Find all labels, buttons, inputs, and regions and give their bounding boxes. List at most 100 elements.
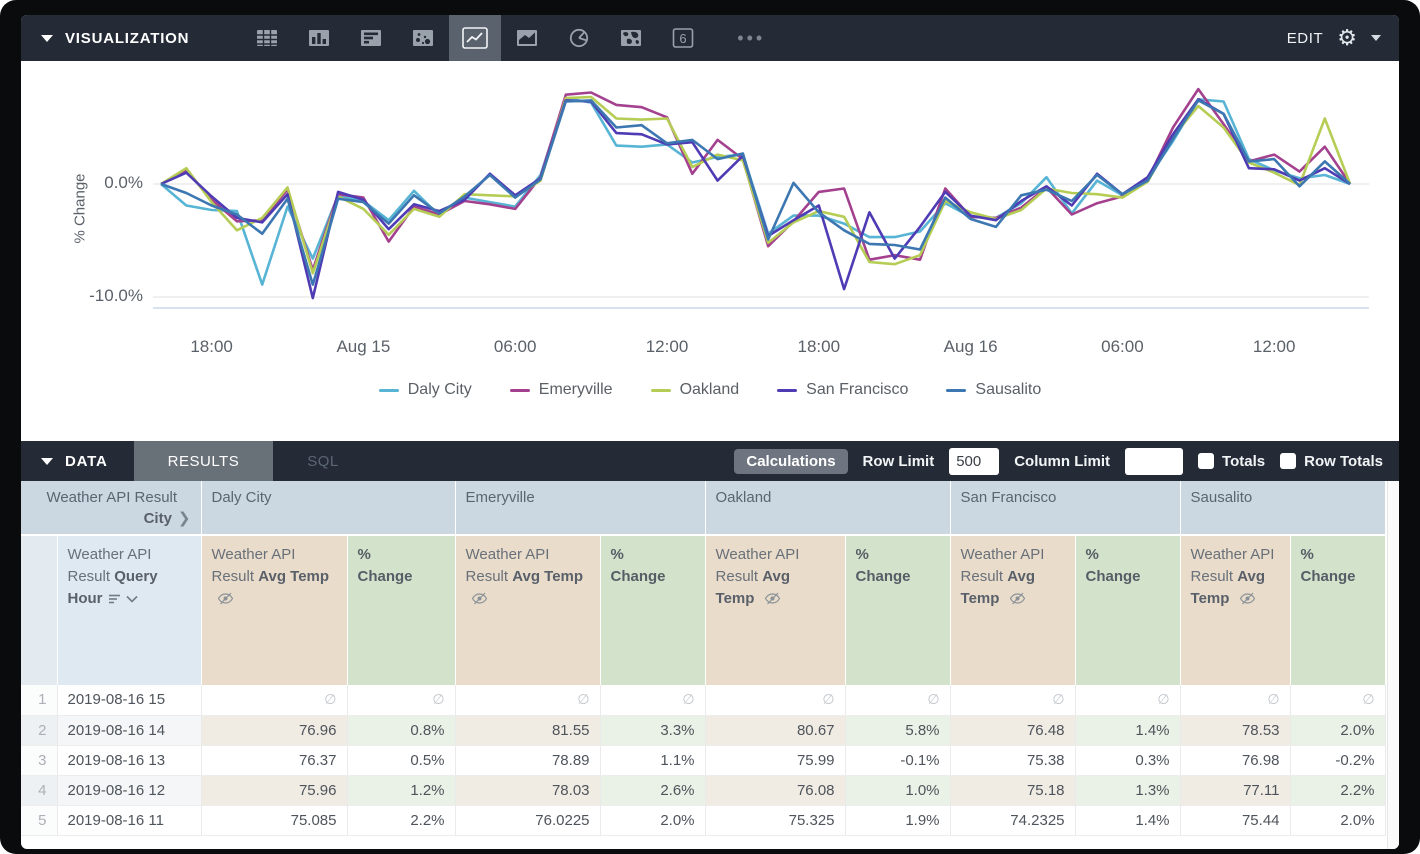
pct-change-cell[interactable]: 0.5% xyxy=(347,745,456,776)
pct-change-cell[interactable]: 2.0% xyxy=(1290,715,1386,746)
pct-change-header-sausalito[interactable]: % Change xyxy=(1290,535,1386,685)
more-viz-types-icon[interactable]: ••• xyxy=(737,27,766,48)
query-hour-cell[interactable]: 2019-08-16 11 xyxy=(57,805,202,836)
pct-change-cell[interactable]: ∅ xyxy=(1075,685,1181,716)
pct-change-cell[interactable]: -0.2% xyxy=(1290,745,1386,776)
pct-change-header-oakland[interactable]: % Change xyxy=(845,535,951,685)
pct-change-cell[interactable]: 2.0% xyxy=(600,805,706,836)
single-value-icon[interactable]: 6 xyxy=(657,15,709,61)
avg-temp-cell[interactable]: 76.48 xyxy=(950,715,1076,746)
avg-temp-cell[interactable]: 76.98 xyxy=(1180,745,1291,776)
avg-temp-cell[interactable]: 78.89 xyxy=(455,745,601,776)
avg-temp-header-sausalito[interactable]: Weather API Result Avg Temp xyxy=(1180,535,1291,685)
line-chart-icon[interactable] xyxy=(449,15,502,61)
totals-checkbox[interactable] xyxy=(1198,453,1215,469)
pct-change-cell[interactable]: 5.8% xyxy=(845,715,951,746)
avg-temp-cell[interactable]: 75.18 xyxy=(950,775,1076,806)
query-hour-cell[interactable]: 2019-08-16 15 xyxy=(57,685,202,716)
gear-dropdown-caret-icon[interactable] xyxy=(1371,35,1381,41)
area-chart-icon[interactable] xyxy=(501,15,553,61)
edit-button[interactable]: EDIT xyxy=(1286,29,1324,47)
avg-temp-cell[interactable]: ∅ xyxy=(950,685,1076,716)
pct-change-cell[interactable]: 0.3% xyxy=(1075,745,1181,776)
pct-change-cell[interactable]: ∅ xyxy=(1290,685,1386,716)
legend-item-san-francisco[interactable]: San Francisco xyxy=(777,381,908,399)
bar-chart-icon[interactable] xyxy=(345,15,397,61)
avg-temp-cell[interactable]: 80.67 xyxy=(705,715,846,746)
avg-temp-cell[interactable]: 75.38 xyxy=(950,745,1076,776)
column-chart-icon[interactable] xyxy=(293,15,345,61)
pct-change-cell[interactable]: 1.9% xyxy=(845,805,951,836)
avg-temp-header-san-francisco[interactable]: Weather API Result Avg Temp xyxy=(950,535,1076,685)
pct-change-cell[interactable]: ∅ xyxy=(347,685,456,716)
query-hour-cell[interactable]: 2019-08-16 12 xyxy=(57,775,202,806)
pivot-group-header-daly-city[interactable]: Daly City xyxy=(201,481,456,536)
avg-temp-cell[interactable]: ∅ xyxy=(455,685,601,716)
legend-item-oakland[interactable]: Oakland xyxy=(650,381,739,399)
avg-temp-cell[interactable]: ∅ xyxy=(201,685,348,716)
tab-sql[interactable]: SQL xyxy=(307,452,339,470)
pct-change-cell[interactable]: -0.1% xyxy=(845,745,951,776)
avg-temp-cell[interactable]: 78.03 xyxy=(455,775,601,806)
avg-temp-cell[interactable]: ∅ xyxy=(705,685,846,716)
avg-temp-header-oakland[interactable]: Weather API Result Avg Temp xyxy=(705,535,846,685)
pivot-group-header-oakland[interactable]: Oakland xyxy=(705,481,951,536)
avg-temp-header-emeryville[interactable]: Weather API Result Avg Temp xyxy=(455,535,601,685)
pct-change-cell[interactable]: 2.2% xyxy=(1290,775,1386,806)
pivot-corner-header[interactable]: Weather API Result City ❯ xyxy=(21,481,202,536)
collapse-visualization-icon[interactable] xyxy=(41,34,53,42)
avg-temp-header-daly-city[interactable]: Weather API Result Avg Temp xyxy=(201,535,348,685)
legend-item-daly-city[interactable]: Daly City xyxy=(378,381,472,399)
pivot-group-header-san-francisco[interactable]: San Francisco xyxy=(950,481,1181,536)
avg-temp-cell[interactable]: 81.55 xyxy=(455,715,601,746)
avg-temp-cell[interactable]: 75.96 xyxy=(201,775,348,806)
pct-change-cell[interactable]: 1.2% xyxy=(347,775,456,806)
map-chart-icon[interactable] xyxy=(605,15,657,61)
row-totals-checkbox[interactable] xyxy=(1280,453,1297,469)
tab-results[interactable]: RESULTS xyxy=(133,441,274,481)
pct-change-cell[interactable]: ∅ xyxy=(845,685,951,716)
avg-temp-cell[interactable]: 76.37 xyxy=(201,745,348,776)
query-hour-header[interactable]: Weather API Result Query Hour xyxy=(57,535,202,685)
pct-change-header-daly-city[interactable]: % Change xyxy=(347,535,456,685)
pivot-group-header-emeryville[interactable]: Emeryville xyxy=(455,481,706,536)
pct-change-header-san-francisco[interactable]: % Change xyxy=(1075,535,1181,685)
gear-icon[interactable]: ⚙ xyxy=(1337,25,1357,50)
avg-temp-cell[interactable]: 75.325 xyxy=(705,805,846,836)
avg-temp-cell[interactable]: 74.2325 xyxy=(950,805,1076,836)
pct-change-cell[interactable]: 2.6% xyxy=(600,775,706,806)
pct-change-cell[interactable]: 1.1% xyxy=(600,745,706,776)
pct-change-cell[interactable]: 1.4% xyxy=(1075,805,1181,836)
pct-change-cell[interactable]: 3.3% xyxy=(600,715,706,746)
column-limit-input[interactable] xyxy=(1125,447,1184,475)
collapse-data-icon[interactable] xyxy=(41,457,53,465)
table-scrollbar[interactable] xyxy=(1387,481,1399,849)
avg-temp-cell[interactable]: 75.99 xyxy=(705,745,846,776)
avg-temp-cell[interactable]: 76.08 xyxy=(705,775,846,806)
avg-temp-cell[interactable]: 78.53 xyxy=(1180,715,1291,746)
calculations-button[interactable]: Calculations xyxy=(734,448,848,474)
table-chart-icon[interactable] xyxy=(241,15,293,61)
pct-change-cell[interactable]: 1.3% xyxy=(1075,775,1181,806)
avg-temp-cell[interactable]: 75.085 xyxy=(201,805,348,836)
pct-change-cell[interactable]: 0.8% xyxy=(347,715,456,746)
legend-item-sausalito[interactable]: Sausalito xyxy=(946,381,1041,399)
pct-change-cell[interactable]: 2.2% xyxy=(347,805,456,836)
legend-item-emeryville[interactable]: Emeryville xyxy=(509,381,613,399)
pct-change-header-emeryville[interactable]: % Change xyxy=(600,535,706,685)
pivot-group-header-sausalito[interactable]: Sausalito xyxy=(1180,481,1386,536)
pct-change-cell[interactable]: ∅ xyxy=(600,685,706,716)
chevron-down-icon[interactable] xyxy=(125,595,138,603)
avg-temp-cell[interactable]: 76.0225 xyxy=(455,805,601,836)
query-hour-cell[interactable]: 2019-08-16 14 xyxy=(57,715,202,746)
pie-chart-icon[interactable] xyxy=(553,15,605,61)
avg-temp-cell[interactable]: 76.96 xyxy=(201,715,348,746)
scatter-chart-icon[interactable] xyxy=(397,15,449,61)
pct-change-cell[interactable]: 1.0% xyxy=(845,775,951,806)
pct-change-cell[interactable]: 1.4% xyxy=(1075,715,1181,746)
avg-temp-cell[interactable]: ∅ xyxy=(1180,685,1291,716)
avg-temp-cell[interactable]: 77.11 xyxy=(1180,775,1291,806)
pct-change-cell[interactable]: 2.0% xyxy=(1290,805,1386,836)
row-limit-input[interactable] xyxy=(949,447,1000,475)
query-hour-cell[interactable]: 2019-08-16 13 xyxy=(57,745,202,776)
